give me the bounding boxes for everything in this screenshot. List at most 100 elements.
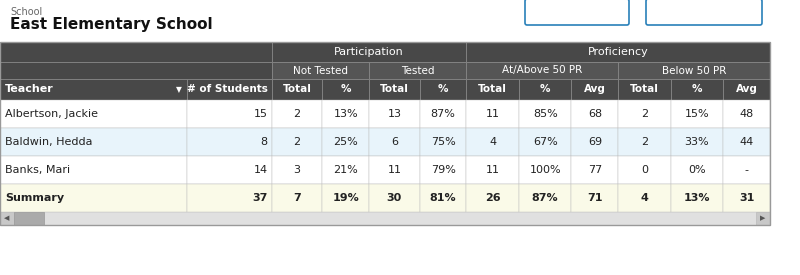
Text: 77: 77 <box>588 165 602 175</box>
Text: 87%: 87% <box>430 109 455 119</box>
Text: ▼: ▼ <box>177 85 182 94</box>
Text: 26: 26 <box>485 193 501 203</box>
Text: Not Tested: Not Tested <box>293 65 348 76</box>
Text: %: % <box>341 84 351 95</box>
Bar <box>618 62 770 79</box>
Text: Print or Save: Print or Save <box>543 7 610 17</box>
Text: Banks, Mari: Banks, Mari <box>5 165 70 175</box>
Text: Baldwin, Hedda: Baldwin, Hedda <box>5 137 93 147</box>
Text: Download Data: Download Data <box>664 7 744 17</box>
Bar <box>272 184 322 212</box>
Bar <box>369 184 420 212</box>
Text: 67%: 67% <box>533 137 558 147</box>
Bar <box>670 79 723 100</box>
Bar <box>272 79 322 100</box>
Text: School: School <box>10 7 42 17</box>
Bar <box>369 62 466 79</box>
Bar <box>272 62 369 79</box>
Text: 4: 4 <box>641 193 649 203</box>
Bar <box>618 156 670 184</box>
Bar <box>272 42 466 62</box>
Text: 48: 48 <box>739 109 754 119</box>
Text: 44: 44 <box>739 137 754 147</box>
Text: 19%: 19% <box>332 193 359 203</box>
Text: %: % <box>438 84 448 95</box>
Text: 100%: 100% <box>530 165 561 175</box>
Text: ◀: ◀ <box>4 216 10 221</box>
Bar <box>670 100 723 128</box>
Text: Below 50 PR: Below 50 PR <box>662 65 726 76</box>
Text: 8: 8 <box>261 137 268 147</box>
Bar <box>0 42 770 225</box>
Bar <box>756 212 770 225</box>
Bar <box>272 128 322 156</box>
Bar <box>0 184 187 212</box>
Text: 13%: 13% <box>684 193 710 203</box>
Bar <box>466 100 519 128</box>
Bar <box>420 156 466 184</box>
Text: # of Students: # of Students <box>186 84 268 95</box>
Bar <box>670 184 723 212</box>
Text: 33%: 33% <box>685 137 710 147</box>
Text: Total: Total <box>630 84 659 95</box>
Text: -: - <box>745 165 749 175</box>
Bar <box>14 212 44 225</box>
Bar <box>187 128 272 156</box>
Bar <box>618 100 670 128</box>
Bar <box>466 156 519 184</box>
Bar <box>723 184 770 212</box>
Bar <box>670 128 723 156</box>
Text: East Elementary School: East Elementary School <box>10 17 213 32</box>
Text: 11: 11 <box>486 165 500 175</box>
Text: Albertson, Jackie: Albertson, Jackie <box>5 109 98 119</box>
Bar <box>519 128 571 156</box>
Bar <box>187 156 272 184</box>
Bar <box>272 100 322 128</box>
Bar <box>519 156 571 184</box>
Text: 37: 37 <box>252 193 268 203</box>
Bar <box>618 79 670 100</box>
Text: 79%: 79% <box>430 165 455 175</box>
Bar <box>0 156 187 184</box>
FancyBboxPatch shape <box>525 0 629 25</box>
Bar <box>322 156 369 184</box>
Bar <box>618 128 670 156</box>
Text: Total: Total <box>380 84 409 95</box>
Bar <box>420 128 466 156</box>
Bar <box>272 156 322 184</box>
Text: 15: 15 <box>254 109 268 119</box>
Text: Total: Total <box>282 84 311 95</box>
Bar <box>322 79 369 100</box>
Bar <box>723 79 770 100</box>
Bar <box>187 100 272 128</box>
Text: 7: 7 <box>293 193 301 203</box>
Text: Tested: Tested <box>401 65 434 76</box>
Text: 87%: 87% <box>532 193 558 203</box>
Text: Avg: Avg <box>736 84 758 95</box>
Bar <box>519 79 571 100</box>
Bar <box>322 128 369 156</box>
Text: %: % <box>540 84 550 95</box>
Bar <box>0 62 272 79</box>
Bar <box>466 79 519 100</box>
Text: 15%: 15% <box>685 109 710 119</box>
Text: 75%: 75% <box>430 137 455 147</box>
Bar <box>519 100 571 128</box>
Text: Avg: Avg <box>584 84 606 95</box>
Text: Participation: Participation <box>334 47 404 57</box>
Text: 69: 69 <box>588 137 602 147</box>
Bar <box>571 128 618 156</box>
Text: 71: 71 <box>587 193 602 203</box>
FancyBboxPatch shape <box>646 0 762 25</box>
Text: 6: 6 <box>391 137 398 147</box>
Text: 2: 2 <box>641 137 648 147</box>
Text: 13%: 13% <box>334 109 358 119</box>
Text: Teacher: Teacher <box>5 84 54 95</box>
Text: 81%: 81% <box>430 193 456 203</box>
Bar <box>0 212 770 225</box>
Text: Proficiency: Proficiency <box>588 47 649 57</box>
Text: 3: 3 <box>294 165 301 175</box>
Text: 14: 14 <box>254 165 268 175</box>
Text: 85%: 85% <box>533 109 558 119</box>
Bar <box>723 128 770 156</box>
